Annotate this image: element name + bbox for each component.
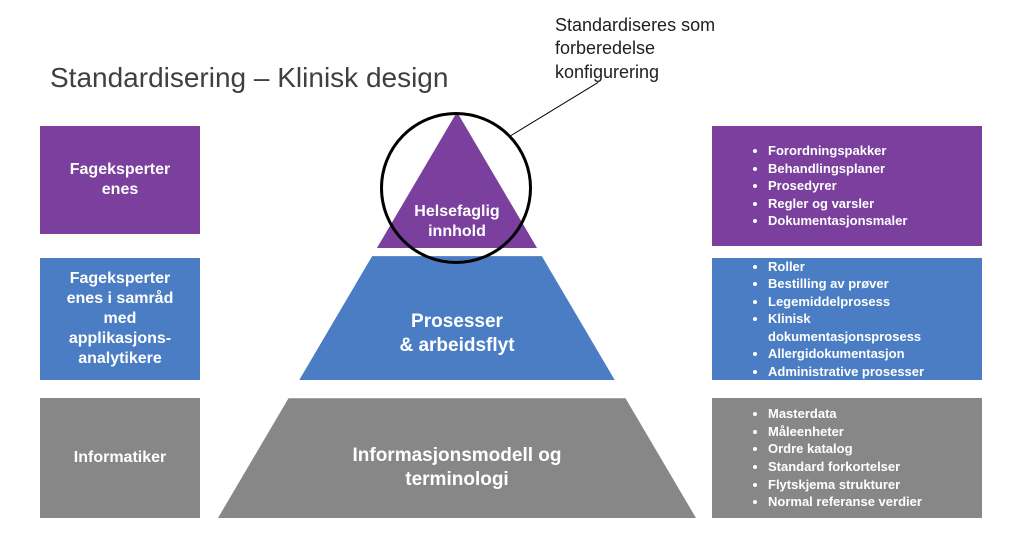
pyramid-slice-gray: Informasjonsmodell og terminologi bbox=[218, 398, 696, 518]
list-item: Administrative prosesser bbox=[768, 363, 962, 381]
right-box-purple-list: ForordningspakkerBehandlingsplanerProsed… bbox=[762, 142, 962, 230]
list-item: Legemiddelprosess bbox=[768, 293, 962, 311]
right-box-blue-list: RollerBestilling av prøverLegemiddelpros… bbox=[762, 258, 962, 381]
list-item: Flytskjema strukturer bbox=[768, 476, 962, 494]
annotation-text: Standardiseres som forberedelse konfigur… bbox=[555, 14, 715, 84]
slide-title: Standardisering – Klinisk design bbox=[50, 62, 448, 94]
list-item: Klinisk dokumentasjonsprosess bbox=[768, 310, 962, 345]
pyramid-slice-blue: Prosesser & arbeidsflyt bbox=[299, 256, 614, 380]
list-item: Roller bbox=[768, 258, 962, 276]
list-item: Forordningspakker bbox=[768, 142, 962, 160]
right-box-purple: ForordningspakkerBehandlingsplanerProsed… bbox=[712, 126, 982, 246]
list-item: Ordre katalog bbox=[768, 440, 962, 458]
list-item: Normal referanse verdier bbox=[768, 493, 962, 511]
left-box-purple-label: Fageksperter enes bbox=[70, 160, 171, 200]
left-box-gray: Informatiker bbox=[40, 398, 200, 518]
left-box-blue: Fageksperter enes i samråd med applikasj… bbox=[40, 258, 200, 380]
left-box-blue-label: Fageksperter enes i samråd med applikasj… bbox=[67, 269, 174, 369]
list-item: Behandlingsplaner bbox=[768, 160, 962, 178]
list-item: Måleenheter bbox=[768, 423, 962, 441]
right-box-gray: MasterdataMåleenheterOrdre katalogStanda… bbox=[712, 398, 982, 518]
right-box-blue: RollerBestilling av prøverLegemiddelpros… bbox=[712, 258, 982, 380]
pyramid-slice-gray-label: Informasjonsmodell og terminologi bbox=[218, 444, 696, 492]
left-box-gray-label: Informatiker bbox=[74, 448, 166, 468]
list-item: Dokumentasjonsmaler bbox=[768, 212, 962, 230]
list-item: Masterdata bbox=[768, 405, 962, 423]
list-item: Regler og varsler bbox=[768, 195, 962, 213]
pyramid-slice-blue-label: Prosesser & arbeidsflyt bbox=[299, 310, 614, 358]
list-item: Standard forkortelser bbox=[768, 458, 962, 476]
list-item: Bestilling av prøver bbox=[768, 275, 962, 293]
highlight-circle bbox=[380, 112, 532, 264]
list-item: Allergidokumentasjon bbox=[768, 345, 962, 363]
left-box-purple: Fageksperter enes bbox=[40, 126, 200, 234]
right-box-gray-list: MasterdataMåleenheterOrdre katalogStanda… bbox=[762, 405, 962, 510]
list-item: Prosedyrer bbox=[768, 177, 962, 195]
